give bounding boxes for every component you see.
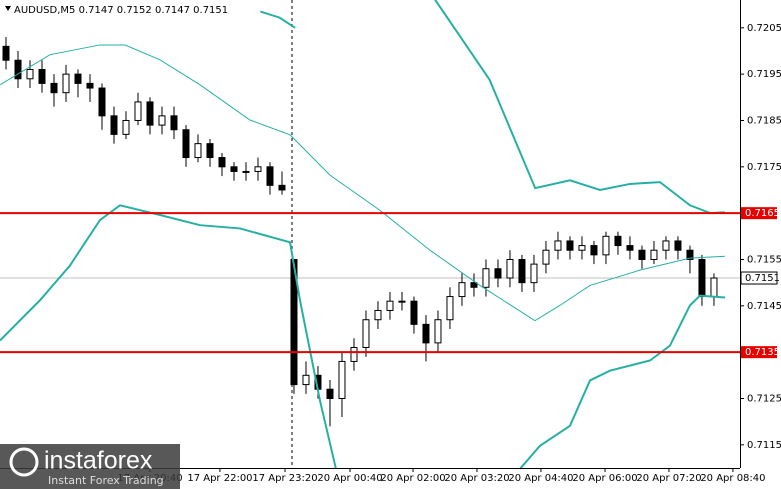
- candle-body: [638, 249, 646, 260]
- candle-body: [242, 170, 250, 173]
- candle-body: [122, 119, 130, 135]
- y-tick-label: 0.7195: [747, 69, 781, 80]
- candle-body: [350, 347, 358, 362]
- candle-body: [674, 240, 682, 251]
- x-tick-label: 17 Apr 22:00: [187, 473, 252, 484]
- candle-body: [710, 277, 718, 298]
- quote-high: 0.7152: [117, 5, 152, 16]
- candle-body: [518, 258, 526, 284]
- candle-body: [62, 73, 70, 94]
- candle-body: [554, 240, 562, 251]
- x-tick-label: 20 Apr 03:20: [444, 473, 509, 484]
- candle-body: [338, 360, 346, 399]
- candle-body: [482, 268, 490, 288]
- candle-body: [194, 143, 202, 159]
- level-label: 0.7165: [745, 208, 780, 219]
- logo-slogan: Instant Forex Trading: [48, 474, 164, 487]
- candle-body: [14, 59, 22, 80]
- candle-body: [530, 263, 538, 284]
- candle-body: [74, 73, 82, 84]
- candle-body: [146, 101, 154, 126]
- y-tick-label: 0.7205: [747, 23, 781, 34]
- candle-body: [470, 282, 478, 288]
- candle-body: [698, 258, 706, 298]
- candle-body: [266, 166, 274, 186]
- candle-body: [398, 300, 406, 303]
- candle-body: [50, 82, 58, 94]
- quote-close: 0.7151: [193, 5, 228, 16]
- candle-body: [590, 245, 598, 256]
- candle-body: [614, 235, 622, 247]
- candle-body: [2, 45, 10, 61]
- candle-body: [158, 115, 166, 126]
- x-tick-label: 20 Apr 08:40: [700, 473, 765, 484]
- candle-body: [602, 235, 610, 256]
- candle-body: [98, 87, 106, 117]
- candle-body: [626, 245, 634, 251]
- x-tick-label: 20 Apr 07:20: [636, 473, 701, 484]
- band-line: [0, 204, 726, 470]
- candle-body: [566, 240, 574, 251]
- candle-body: [374, 309, 382, 321]
- band-line: [0, 44, 726, 322]
- band-line: [260, 0, 725, 215]
- current-price-label: 0.7151: [745, 273, 780, 284]
- candle-body: [302, 374, 310, 386]
- candle-body: [326, 388, 334, 399]
- y-tick-label: 0.7155: [747, 254, 781, 265]
- candle-body: [170, 115, 178, 131]
- candle-body: [494, 268, 502, 279]
- candle-body: [206, 143, 214, 159]
- candle-body: [134, 101, 142, 121]
- level-label-box: [741, 207, 777, 220]
- x-tick-label: 17 Apr 23:20: [252, 473, 317, 484]
- candle-body: [38, 69, 46, 84]
- candle-body: [410, 300, 418, 325]
- symbol: AUDUSD,M5: [14, 5, 75, 16]
- candle-body: [278, 184, 286, 191]
- candle-body: [230, 166, 238, 172]
- candle-body: [86, 82, 94, 89]
- y-tick-label: 0.7125: [747, 393, 781, 404]
- logo: instaforex Instant Forex Trading: [0, 444, 180, 489]
- header-arrow: [5, 6, 11, 11]
- x-tick-label: 20 Apr 02:00: [380, 473, 445, 484]
- y-tick-label: 0.7145: [747, 301, 781, 312]
- candle-body: [506, 258, 514, 279]
- overlay-layer: 0.7165 0.7135 0.7151: [0, 207, 780, 359]
- x-tick-label: 20 Apr 00:40: [317, 473, 382, 484]
- level-label: 0.7135: [745, 347, 780, 358]
- candle-body: [434, 319, 442, 344]
- candle-body: [182, 129, 190, 159]
- logo-brand: instaforex: [44, 447, 153, 475]
- candle-body: [578, 245, 586, 251]
- y-tick-label: 0.7175: [747, 162, 781, 173]
- candle-body: [686, 249, 694, 260]
- y-tick-label: 0.7115: [747, 440, 781, 451]
- logo-icon: [9, 447, 39, 477]
- candle-body: [362, 319, 370, 349]
- quote-open: 0.7147: [79, 5, 114, 16]
- candle-body: [662, 240, 670, 251]
- candle-body: [386, 300, 394, 311]
- y-tick-label: 0.7185: [747, 115, 781, 126]
- candle-body: [254, 166, 262, 172]
- quote-low: 0.7147: [155, 5, 190, 16]
- candle-body: [446, 296, 454, 321]
- x-tick-label: 20 Apr 06:00: [572, 473, 637, 484]
- candle-body: [458, 282, 466, 298]
- candle-body: [422, 323, 430, 344]
- candle-body: [218, 157, 226, 168]
- current-price-box: [740, 271, 778, 285]
- level-label-box: [741, 346, 777, 359]
- header: AUDUSD,M5 0.7147 0.7152 0.7147 0.7151: [14, 5, 228, 16]
- candle-body: [110, 115, 118, 135]
- candle-body: [26, 69, 34, 80]
- candle-body: [542, 249, 550, 265]
- x-tick-label: 20 Apr 04:40: [508, 473, 573, 484]
- candle-body: [650, 249, 658, 260]
